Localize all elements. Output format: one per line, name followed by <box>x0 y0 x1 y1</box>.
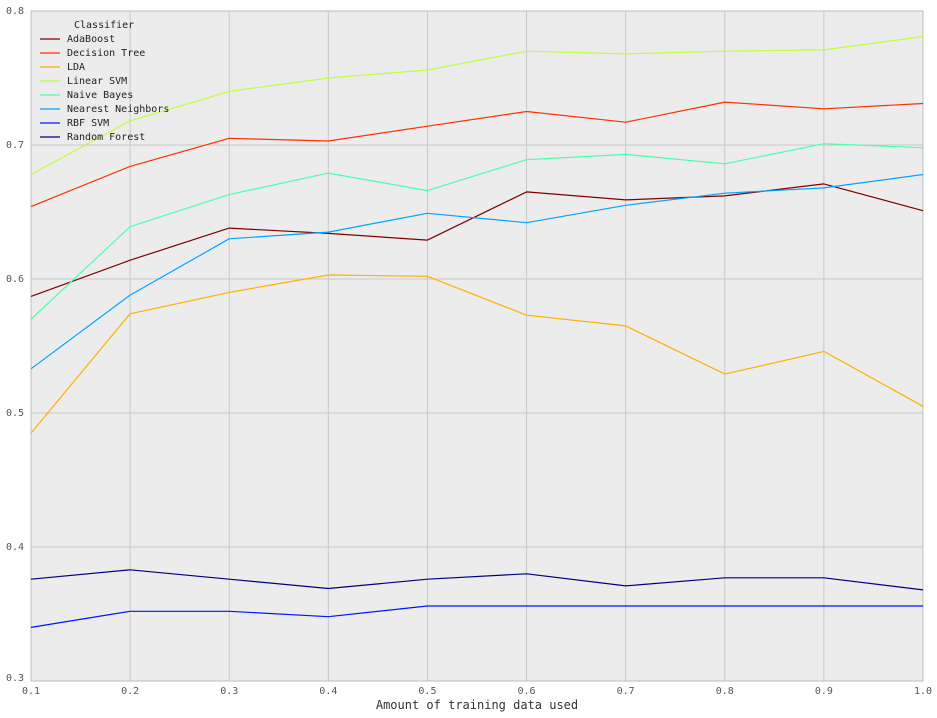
x-tick-label: 0.9 <box>815 686 833 697</box>
y-tick-label: 0.5 <box>6 408 24 419</box>
x-axis-label: Amount of training data used <box>376 698 578 712</box>
plot-area <box>30 10 924 682</box>
legend-label-rbf-svm: RBF SVM <box>67 118 109 129</box>
x-tick-label: 0.1 <box>22 686 40 697</box>
legend-label-nearest-neighbors: Nearest Neighbors <box>67 104 169 115</box>
x-tick-labels: 0.1 0.2 0.3 0.4 0.5 0.6 0.7 0.8 0.9 1.0 <box>22 686 932 697</box>
series-line-adaboost <box>30 183 924 297</box>
legend-label-adaboost: AdaBoost <box>67 34 115 45</box>
series-lines <box>30 35 924 628</box>
legend-label-lda: LDA <box>67 62 85 73</box>
series-line-lda <box>30 274 924 434</box>
series-line-decision-tree <box>30 101 924 208</box>
x-tick-label: 0.3 <box>220 686 238 697</box>
y-tick-label: 0.4 <box>6 542 24 553</box>
series-line-nearest-neighbors <box>30 173 924 370</box>
legend-label-decision-tree: Decision Tree <box>67 48 145 59</box>
x-tick-label: 0.8 <box>716 686 734 697</box>
y-tick-labels: 0.3 0.4 0.5 0.6 0.7 0.8 <box>6 6 24 684</box>
legend-label-linear-svm: Linear SVM <box>67 76 127 87</box>
y-tick-label: 0.3 <box>6 673 24 684</box>
legend-label-random-forest: Random Forest <box>67 132 145 143</box>
legend-title: Classifier <box>74 20 134 31</box>
x-tick-label: 0.4 <box>319 686 337 697</box>
series-line-rbf-svm <box>30 605 923 628</box>
x-tick-label: 1.0 <box>914 686 932 697</box>
series-line-linear-svm <box>30 35 924 176</box>
x-tick-label: 0.2 <box>121 686 139 697</box>
y-tick-label: 0.7 <box>6 140 24 151</box>
y-tick-label: 0.6 <box>6 274 24 285</box>
y-tick-label: 0.8 <box>6 6 24 17</box>
x-tick-label: 0.5 <box>418 686 436 697</box>
legend: Classifier AdaBoost Decision Tree LDA Linea… <box>40 20 169 143</box>
x-tick-label: 0.6 <box>518 686 536 697</box>
series-line-random-forest <box>30 569 924 591</box>
legend-label-naive-bayes: Naive Bayes <box>67 90 133 101</box>
x-tick-label: 0.7 <box>617 686 635 697</box>
series-line-naive-bayes <box>30 143 924 320</box>
